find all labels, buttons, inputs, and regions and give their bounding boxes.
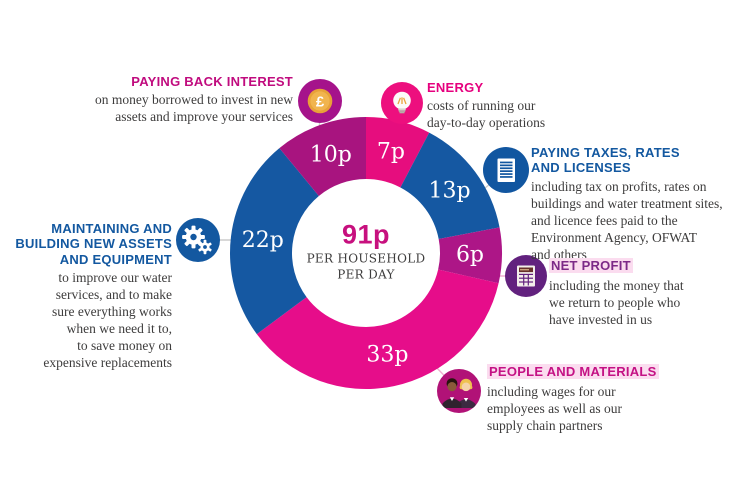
segment-value-label: 6p [456,242,484,267]
segment-value-label: 13p [428,179,470,204]
donut-segment-10p [279,117,366,196]
pound-coin-icon: £ [298,79,342,128]
callout-heading: PAYING TAXES, RATES AND LICENSES [531,145,680,176]
callout-paying-taxes: PAYING TAXES, RATES AND LICENSES includi… [531,145,750,263]
callout-energy: ENERGY costs of running our day-to-day o… [427,80,647,131]
callout-paying-back-interest: PAYING BACK INTEREST on money borrowed t… [0,74,293,125]
donut-segment-13p [400,132,500,240]
callout-people-materials: PEOPLE AND MATERIALS including wages for… [487,363,717,434]
donut-segment-33p [256,269,499,390]
segment-value-label: 33p [366,342,408,367]
donut-segment-6p [438,227,503,284]
donut-center-text: 91p PER HOUSEHOLD PER DAY [307,221,426,282]
callout-body: on money borrowed to invest in new asset… [95,92,293,125]
donut-segment-22p [230,148,319,335]
callout-heading: PAYING BACK INTEREST [131,74,293,89]
callout-body: to improve our water services, and to ma… [43,269,172,370]
gears-icon [176,218,220,267]
segment-value-label: 10p [310,143,352,168]
callout-heading: NET PROFIT [549,258,633,274]
svg-text:£: £ [316,94,325,111]
document-icon [483,147,529,198]
callout-body: costs of running our day-to-day operatio… [427,98,546,131]
callout-heading: PEOPLE AND MATERIALS [487,364,659,380]
calculator-icon [505,255,547,302]
callout-body: including wages for our employees as wel… [487,384,622,433]
total-caption: PER HOUSEHOLD PER DAY [306,251,426,281]
callout-net-profit: NET PROFIT including the money that we r… [549,257,749,328]
callout-body: including the money that we return to pe… [549,278,684,327]
callout-body: including tax on profits, rates on build… [531,178,723,262]
callout-heading: MAINTAINING AND BUILDING NEW ASSETS AND … [15,221,172,267]
segment-value-label: 7p [377,140,405,165]
callout-maintaining: MAINTAINING AND BUILDING NEW ASSETS AND … [0,221,172,371]
lightbulb-icon [381,82,423,129]
total-amount: 91p [341,219,391,250]
segment-value-label: 22p [242,228,284,253]
callout-heading: ENERGY [427,80,484,95]
two-people-icon [437,369,481,418]
donut-segment-7p [366,117,430,188]
